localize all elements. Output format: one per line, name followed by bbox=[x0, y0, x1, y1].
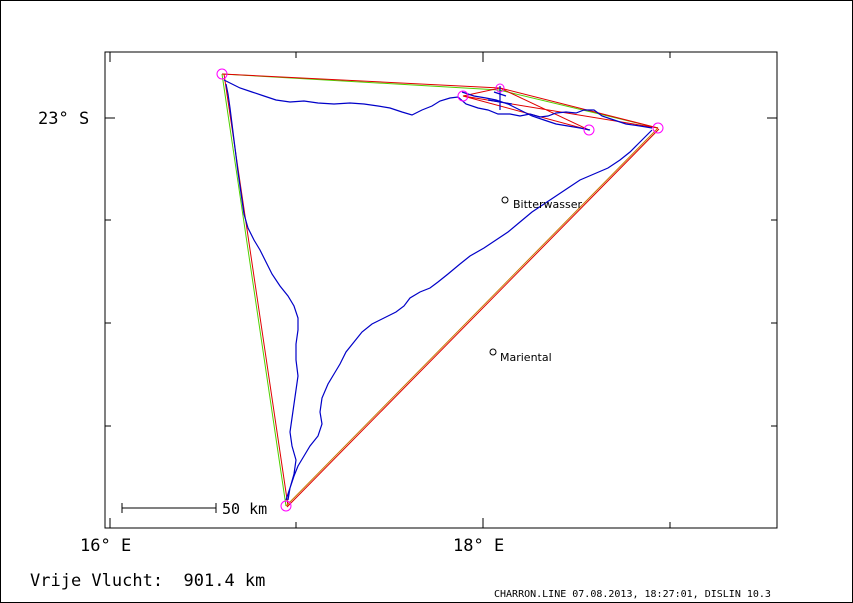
turnpoint-marker-start bbox=[495, 83, 505, 93]
file-info: CHARRON.LINE 07.08.2013, 18:27:01, DISLI… bbox=[494, 589, 771, 600]
place-marker-mariental bbox=[489, 348, 497, 356]
route-leg-green-west bbox=[221, 73, 287, 507]
place-marker-bitterwasser bbox=[501, 196, 509, 204]
axis-ticks bbox=[105, 52, 777, 528]
turnpoint-markers bbox=[216, 68, 664, 512]
turnpoint-marker-s bbox=[280, 500, 292, 512]
free-flight-distance: Vrije Vlucht: 901.4 km bbox=[30, 571, 265, 591]
route-leg-orange-east bbox=[285, 127, 659, 507]
turnpoint-marker-n bbox=[457, 90, 469, 102]
turnpoint-marker-nw bbox=[216, 68, 228, 80]
latitude-label: 23° S bbox=[38, 109, 89, 129]
route-leg-red-east bbox=[286, 128, 660, 508]
gps-track-cluster bbox=[461, 86, 591, 131]
turnpoint-marker-ne bbox=[652, 122, 664, 134]
task-route bbox=[221, 73, 660, 508]
turnpoint-marker-ne-inner bbox=[583, 124, 595, 136]
longitude-label-18e: 18° E bbox=[453, 536, 504, 556]
gps-track bbox=[223, 79, 653, 501]
place-label-mariental: Mariental bbox=[500, 351, 552, 364]
place-label-bitterwasser: Bitterwasser bbox=[513, 198, 582, 211]
longitude-label-16e: 16° E bbox=[80, 536, 131, 556]
scale-bar bbox=[121, 503, 217, 513]
map-plot-border bbox=[104, 51, 778, 529]
scale-bar-label: 50 km bbox=[222, 500, 267, 518]
route-leg-red-inner bbox=[462, 87, 659, 131]
route-leg-green-north bbox=[221, 73, 659, 129]
route-leg-red-north bbox=[221, 73, 501, 89]
